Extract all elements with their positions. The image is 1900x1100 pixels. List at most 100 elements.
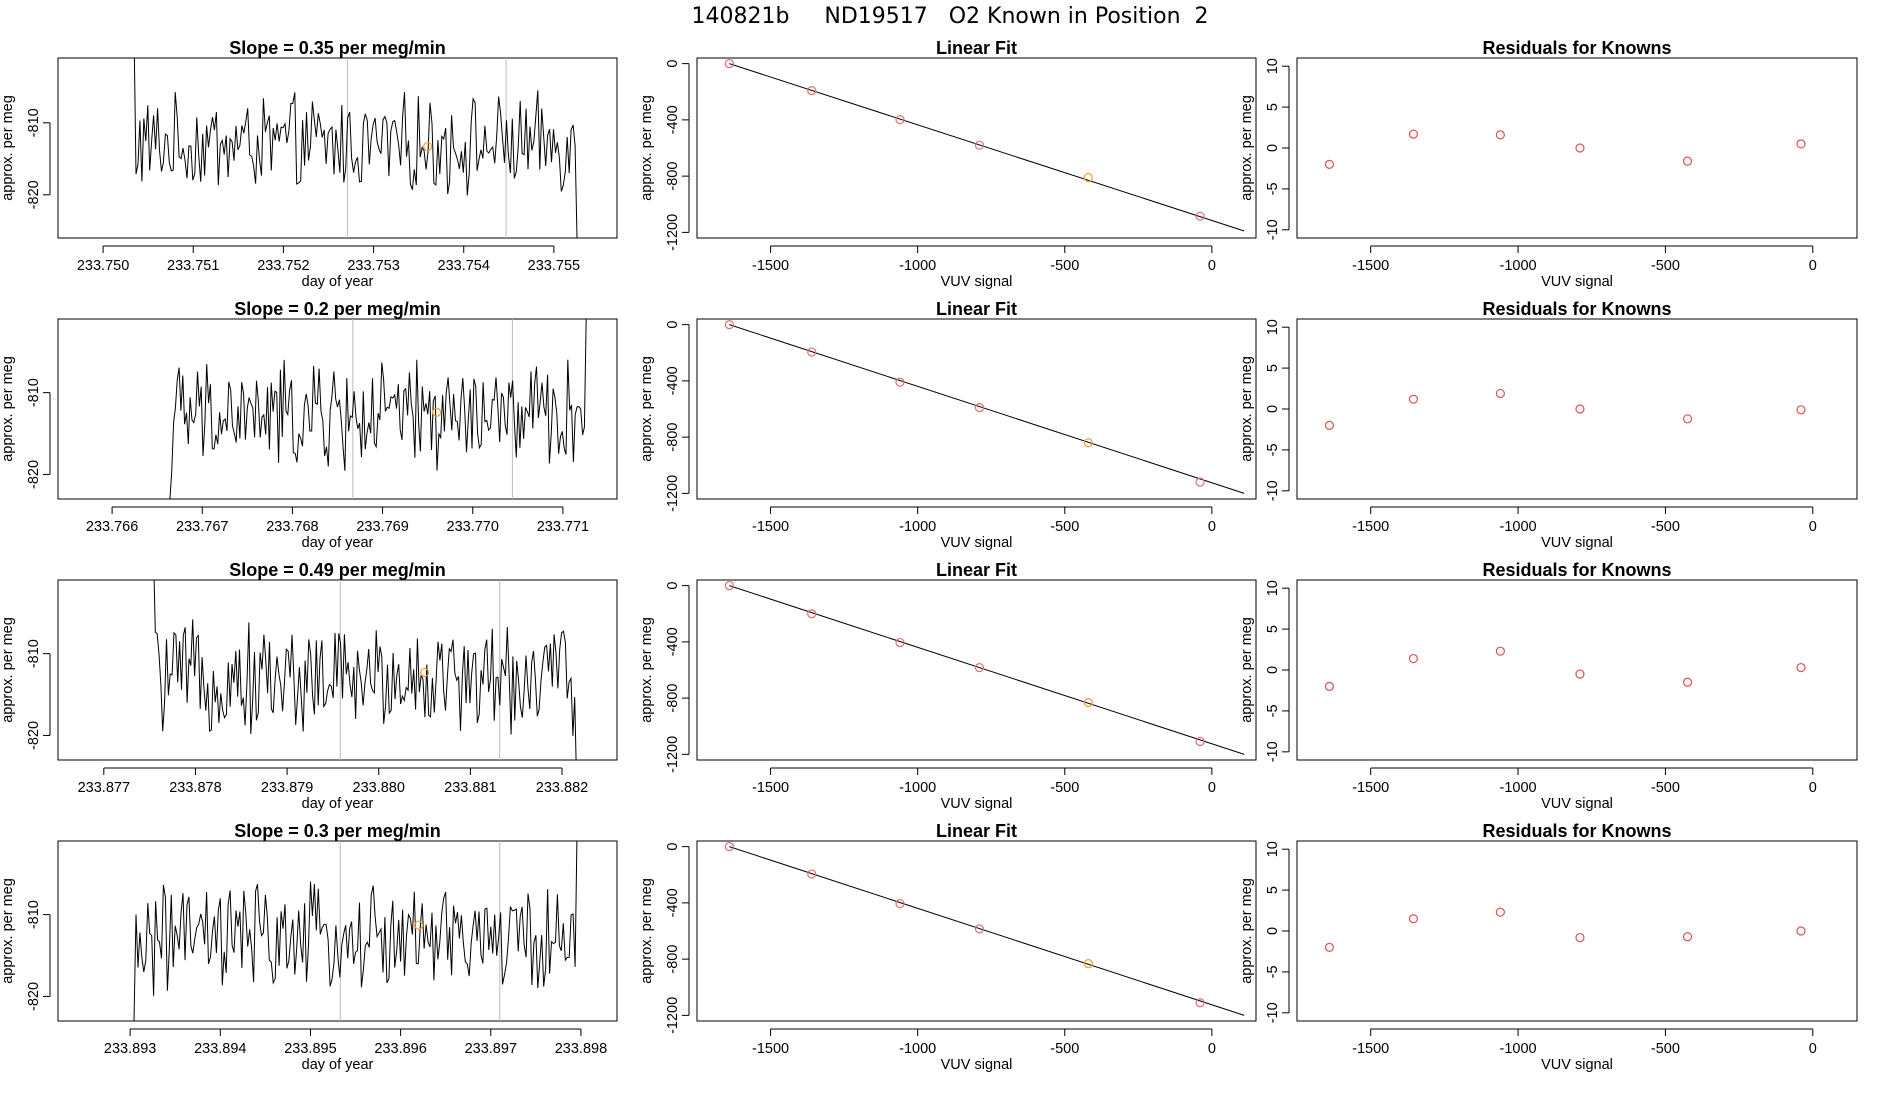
plot-frame: [1296, 318, 1858, 500]
plot-area: [1324, 907, 1806, 952]
x-axis-label: VUV signal: [1541, 535, 1613, 551]
plot-area: [1324, 646, 1806, 691]
x-tick-label: 233.767: [176, 519, 228, 535]
x-axis-label: VUV signal: [1541, 796, 1613, 812]
y-tick-label: 0: [1265, 144, 1281, 152]
y-tick-label: -5: [1265, 704, 1281, 717]
plot-frame: [57, 57, 618, 239]
row-3: Slope = 0.49 per meg/min day of year appro…: [0, 560, 1858, 812]
y-tick-label: 0: [1265, 927, 1281, 935]
plot-frame: [1296, 579, 1858, 761]
x-tick-label: 233.882: [536, 780, 588, 796]
y-tick-label: -10: [1265, 480, 1281, 501]
x-tick-label: 233.878: [169, 780, 221, 796]
y-tick-label: 0: [665, 321, 681, 329]
y-tick-label: 0: [665, 843, 681, 851]
plot-area: [169, 319, 587, 499]
y-tick-label: -810: [26, 108, 42, 137]
residual-point: [1495, 388, 1505, 399]
x-axis-label: day of year: [302, 535, 374, 551]
fit-point: [1083, 698, 1093, 708]
y-axis-label: approx. per meg: [0, 878, 16, 984]
panel-title: Linear Fit: [936, 38, 1017, 58]
signal-trace: [169, 319, 587, 499]
x-tick-label: 233.879: [261, 780, 313, 796]
panel-title: Residuals for Knowns: [1482, 821, 1671, 841]
x-tick-label: 233.755: [528, 258, 580, 274]
y-tick-label: -810: [26, 378, 42, 407]
x-tick-label: 0: [1809, 1041, 1817, 1057]
x-tick-label: 233.896: [374, 1041, 426, 1057]
x-tick-label: 233.751: [167, 258, 219, 274]
x-tick-label: -500: [1651, 258, 1680, 274]
y-tick-label: -400: [665, 627, 681, 656]
x-tick-label: -1500: [1352, 519, 1389, 535]
x-tick-label: -1000: [899, 258, 936, 274]
residual-point: [1408, 653, 1419, 664]
mean-marker: [414, 920, 424, 930]
x-tick-label: 0: [1809, 519, 1817, 535]
x-tick-label: -500: [1050, 780, 1079, 796]
signal-trace: [153, 580, 577, 760]
residual-point: [1495, 907, 1505, 917]
fit-point: [1083, 172, 1093, 183]
plot-area: [153, 580, 577, 760]
x-tick-label: -1500: [1352, 780, 1389, 796]
x-tick-label: -500: [1651, 780, 1680, 796]
x-tick-label: 233.877: [78, 780, 130, 796]
x-axis-label: VUV signal: [1541, 1057, 1613, 1073]
x-tick-label: -500: [1050, 1041, 1079, 1057]
residuals-panel: Residuals for Knowns VUV signal approx. pe…: [1239, 299, 1858, 551]
fit-point: [807, 609, 817, 619]
residual-point: [1682, 414, 1693, 424]
x-tick-label: 0: [1208, 780, 1216, 796]
plot-frame: [57, 318, 618, 500]
y-tick-label: -400: [665, 888, 681, 917]
y-tick-label: -820: [26, 460, 42, 489]
fit-point: [1195, 736, 1205, 747]
y-tick-label: -10: [1265, 1002, 1281, 1023]
x-tick-label: 233.894: [194, 1041, 246, 1057]
x-axis-label: VUV signal: [941, 1057, 1013, 1073]
y-axis-label: approx. per meg: [1239, 878, 1255, 984]
y-axis-label: approx. per meg: [639, 878, 655, 984]
x-tick-label: -1000: [1500, 258, 1537, 274]
residual-point: [1575, 932, 1585, 943]
fit-point: [1083, 438, 1093, 448]
residuals-panel: Residuals for Knowns VUV signal approx. pe…: [1239, 821, 1858, 1073]
y-tick-label: -5: [1265, 443, 1281, 456]
plot-area: [1324, 388, 1806, 430]
residual-point: [1324, 942, 1335, 952]
timeseries-panel: Slope = 0.49 per meg/min day of year appro…: [0, 560, 618, 812]
panel-title: Slope = 0.49 per meg/min: [229, 560, 446, 580]
y-tick-label: -5: [1265, 965, 1281, 978]
x-axis-label: VUV signal: [941, 535, 1013, 551]
y-tick-label: 0: [665, 60, 681, 68]
linear-fit-panel: Linear Fit VUV signal approx. per meg -1500…: [639, 821, 1257, 1073]
x-tick-label: -1500: [752, 1041, 789, 1057]
residual-point: [1796, 405, 1806, 415]
row-2: Slope = 0.2 per meg/min day of year approx…: [0, 299, 1858, 551]
y-tick-label: 5: [1265, 886, 1281, 894]
panel-title: Linear Fit: [936, 299, 1017, 319]
residual-point: [1495, 130, 1505, 140]
y-tick-label: 10: [1265, 580, 1281, 596]
y-tick-label: -800: [665, 945, 681, 974]
panel-title: Linear Fit: [936, 560, 1017, 580]
x-tick-label: -1500: [752, 780, 789, 796]
x-tick-label: 233.770: [447, 519, 499, 535]
fit-line: [729, 324, 1245, 494]
y-tick-label: 0: [665, 582, 681, 590]
fit-point: [807, 869, 817, 879]
y-axis-label: approx. per meg: [1239, 95, 1255, 201]
x-tick-label: 0: [1208, 1041, 1216, 1057]
residual-point: [1575, 143, 1585, 153]
panel-title: Residuals for Knowns: [1482, 560, 1671, 580]
plot-area: [724, 581, 1245, 755]
x-tick-label: 233.897: [465, 1041, 517, 1057]
fit-point: [895, 898, 905, 909]
fit-point: [974, 140, 985, 150]
fit-point: [895, 114, 905, 125]
y-axis-label: approx. per meg: [639, 617, 655, 723]
